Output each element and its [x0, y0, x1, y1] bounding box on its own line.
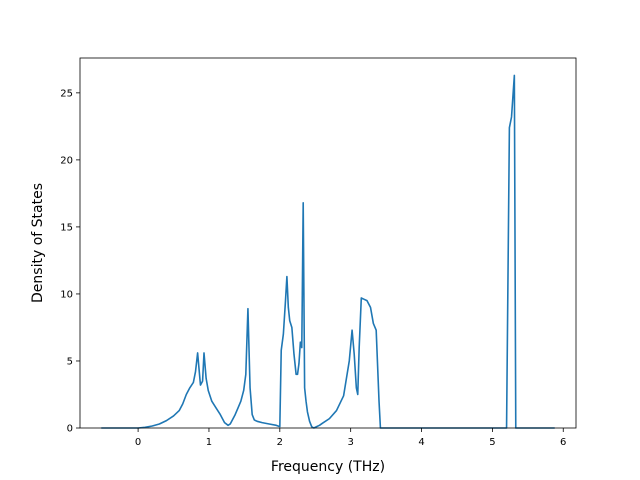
y-tick-label: 15: [60, 222, 73, 233]
y-tick-label: 20: [60, 155, 73, 166]
x-tick-label: 1: [206, 437, 212, 448]
x-tick-label: 0: [135, 437, 141, 448]
x-tick-label: 5: [489, 437, 495, 448]
plot-background: [80, 58, 576, 428]
y-tick-label: 25: [60, 88, 73, 99]
y-axis-title: Density of States: [30, 183, 46, 303]
dos-series-line: [101, 74, 555, 429]
x-axis-title: Frequency (THz): [271, 459, 385, 475]
y-tick-label: 0: [67, 424, 73, 435]
x-tick-label: 6: [560, 437, 566, 448]
x-tick-label: 2: [277, 437, 283, 448]
y-tick-label: 5: [67, 356, 73, 367]
plot-frame: [79, 57, 577, 429]
x-tick-label: 3: [347, 437, 353, 448]
x-tick-label: 4: [418, 437, 424, 448]
y-tick-label: 10: [60, 289, 73, 300]
